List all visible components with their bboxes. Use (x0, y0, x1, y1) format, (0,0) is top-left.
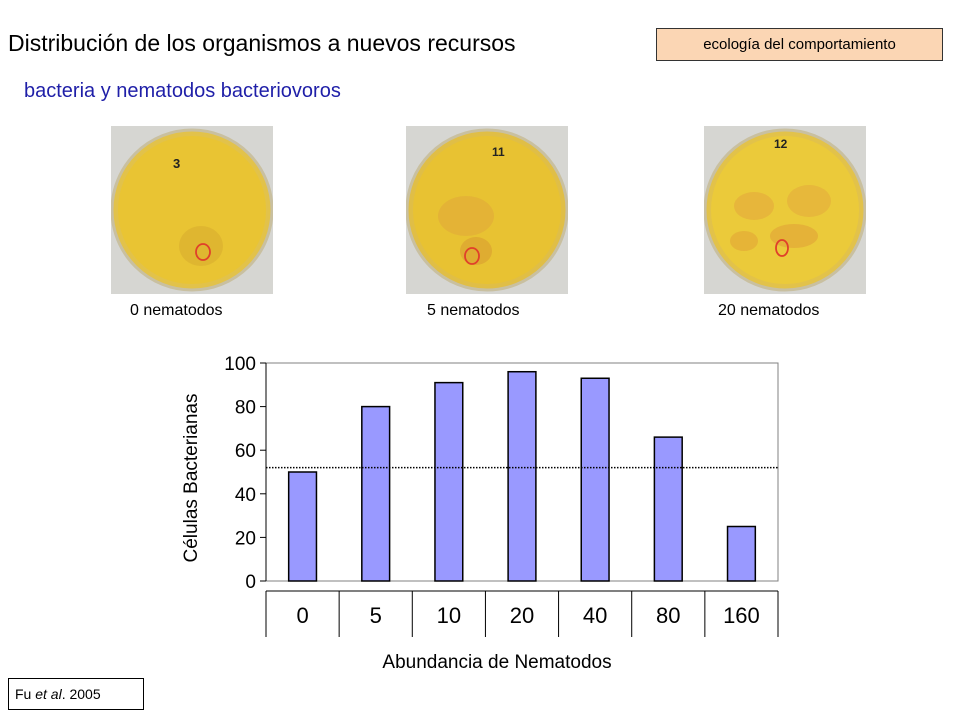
bar-0 (287, 471, 318, 582)
petri-dish-photo-20: 12 (704, 126, 866, 294)
citation-suffix: . 2005 (61, 686, 101, 702)
plate-label-5: 5 nematodos (427, 302, 520, 319)
bar-5 (361, 405, 391, 582)
bar-80 (653, 436, 683, 582)
plate-label-0: 0 nematodos (130, 302, 223, 319)
y-tick-label: 80 (235, 398, 256, 419)
y-tick-label: 100 (224, 354, 256, 375)
y-axis-title: Células Bacterianas (181, 394, 202, 563)
x-axis-title: Abundancia de Nematodos (382, 652, 611, 673)
x-tick-label: 5 (370, 603, 382, 628)
x-tick-label: 160 (723, 603, 760, 628)
citation: Fu et al. 2005 (8, 678, 144, 710)
plate-label-20: 20 nematodos (718, 302, 820, 319)
x-tick-label: 40 (583, 603, 607, 628)
y-tick-label: 40 (235, 485, 256, 506)
page-subtitle: bacteria y nematodos bacteriovoros (24, 80, 341, 102)
bar-160 (726, 525, 757, 582)
page-title: Distribución de los organismos a nuevos … (8, 30, 516, 56)
bar-10 (434, 381, 464, 582)
x-tick-label: 10 (437, 603, 461, 628)
x-tick-label: 0 (296, 603, 308, 628)
plate-marker-2: 12 (774, 137, 788, 151)
citation-italic: et al (35, 686, 62, 702)
y-tick-label: 20 (235, 528, 256, 549)
x-tick-label: 20 (510, 603, 534, 628)
topic-tag: ecología del comportamiento (656, 28, 943, 61)
plate-marker-1: 11 (492, 145, 505, 159)
y-tick-label: 60 (235, 441, 256, 462)
citation-prefix: Fu (15, 686, 36, 702)
bar-40 (580, 377, 610, 582)
petri-dish-photo-5: 11 (406, 126, 568, 294)
plate-marker-0: 3 (173, 156, 180, 171)
petri-dish-photo-0: 3 (111, 126, 273, 294)
y-tick-label: 0 (245, 572, 256, 593)
x-tick-label: 80 (656, 603, 680, 628)
bar-20 (507, 370, 537, 582)
